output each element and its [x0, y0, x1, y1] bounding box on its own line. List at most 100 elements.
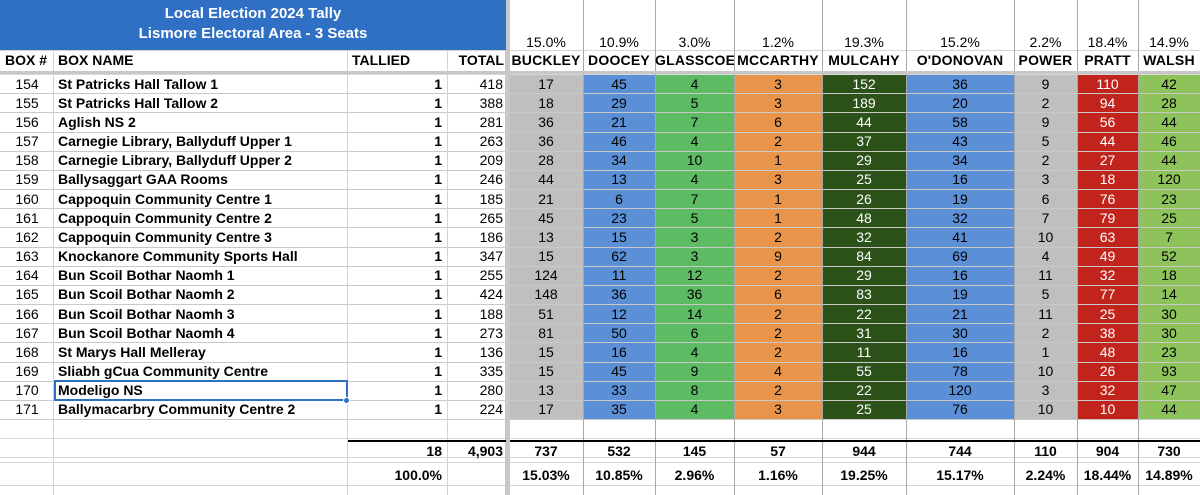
candidate-total: 944: [852, 443, 876, 459]
box-name-cell[interactable]: Ballysaggart GAA Rooms: [58, 171, 228, 188]
vote-cell: 17: [538, 75, 554, 92]
box-name-cell[interactable]: Bun Scoil Bothar Naomh 4: [58, 324, 235, 341]
vote-cell: 46: [611, 133, 627, 149]
total-cell: 280: [479, 382, 503, 399]
tallied-cell: 1: [434, 228, 442, 245]
grid-line: [0, 419, 1200, 420]
vote-cell: 29: [856, 267, 872, 284]
vote-cell: 36: [611, 286, 627, 303]
vote-cell: 28: [1161, 94, 1177, 111]
grid-line: [0, 170, 1200, 171]
tallied-cell: 1: [434, 94, 442, 111]
vote-cell: 9: [690, 363, 699, 380]
vote-cell: 20: [952, 94, 968, 111]
header-box-no: BOX #: [4, 52, 47, 68]
candidate-column-band: [1138, 74, 1200, 420]
candidate-final-pct: 1.16%: [758, 467, 798, 483]
vote-cell: 49: [1099, 248, 1116, 265]
box-name-cell[interactable]: Cappoquin Community Centre 3: [58, 228, 272, 245]
candidate-final-pct: 15.17%: [936, 467, 984, 483]
box-number-cell: 157: [15, 133, 39, 149]
candidate-name-header: POWER: [1018, 52, 1073, 68]
candidate-final-pct: 2.96%: [674, 467, 715, 483]
vote-cell: 76: [1099, 190, 1116, 207]
candidate-column-band: [734, 74, 822, 420]
grid-line: [0, 151, 1200, 152]
vote-cell: 2: [774, 343, 782, 360]
total-cell: 347: [479, 248, 503, 265]
vote-cell: 44: [538, 171, 554, 188]
vote-cell: 47: [1161, 382, 1177, 399]
vote-cell: 2: [774, 133, 782, 149]
candidate-column-band: [655, 74, 734, 420]
vote-cell: 34: [611, 152, 627, 169]
vote-cell: 10: [1037, 363, 1054, 380]
vote-cell: 78: [952, 363, 968, 380]
vote-cell: 46: [1161, 133, 1177, 149]
box-name-cell[interactable]: Bun Scoil Bothar Naomh 1: [58, 267, 235, 284]
box-name-cell[interactable]: Knockanore Community Sports Hall: [58, 248, 298, 265]
vote-cell: 16: [952, 171, 968, 188]
box-number-cell: 154: [15, 75, 39, 92]
vote-cell: 18: [1161, 267, 1177, 284]
box-name-cell[interactable]: Aglish NS 2: [58, 113, 136, 130]
vote-cell: 5: [690, 209, 699, 226]
vote-cell: 25: [856, 171, 872, 188]
tallied-cell: 1: [434, 248, 442, 265]
box-name-cell[interactable]: Bun Scoil Bothar Naomh 3: [58, 305, 235, 322]
candidate-name-header: O'DONOVAN: [916, 52, 1004, 68]
vote-cell: 3: [774, 401, 782, 418]
vote-cell: 3: [1041, 382, 1050, 399]
box-name-cell[interactable]: Cappoquin Community Centre 2: [58, 209, 272, 226]
box-name-cell[interactable]: Carnegie Library, Ballyduff Upper 2: [58, 152, 292, 169]
header-total: TOTAL: [458, 52, 504, 68]
box-name-cell[interactable]: Modeligo NS: [58, 382, 143, 399]
total-cell: 136: [479, 343, 503, 360]
total-cell: 281: [479, 113, 503, 130]
candidate-pct-header: 1.2%: [762, 34, 794, 50]
vote-cell: 27: [1099, 152, 1116, 169]
vote-cell: 11: [856, 343, 872, 360]
vote-cell: 48: [1099, 343, 1116, 360]
box-name-cell[interactable]: St Patricks Hall Tallow 1: [58, 75, 219, 92]
vote-cell: 10: [686, 152, 703, 169]
grid-line: [0, 381, 1200, 382]
grid-line: [0, 285, 1200, 286]
box-number-cell: 164: [15, 267, 39, 284]
box-name-cell[interactable]: Sliabh gCua Community Centre: [58, 363, 269, 380]
vote-cell: 44: [1161, 113, 1177, 130]
candidate-pct-header: 18.4%: [1087, 34, 1128, 50]
vote-cell: 4: [690, 171, 699, 188]
vote-cell: 14: [686, 305, 703, 322]
grid-line: [0, 457, 1200, 458]
vote-cell: 12: [611, 305, 627, 322]
box-name-cell[interactable]: Cappoquin Community Centre 1: [58, 190, 272, 207]
vote-cell: 9: [1041, 113, 1050, 130]
freeze-pane-line: [0, 71, 1200, 74]
grid-line: [822, 0, 823, 495]
box-number-cell: 161: [15, 209, 39, 226]
vote-cell: 62: [611, 248, 627, 265]
vote-cell: 52: [1161, 248, 1177, 265]
box-name-cell[interactable]: Carnegie Library, Ballyduff Upper 1: [58, 133, 292, 149]
vote-cell: 3: [774, 94, 782, 111]
grid-line: [0, 304, 1200, 305]
box-number-cell: 155: [15, 94, 39, 111]
vote-cell: 2: [1041, 94, 1050, 111]
vote-cell: 44: [1161, 401, 1177, 418]
fill-handle[interactable]: [343, 397, 350, 404]
vote-cell: 6: [615, 190, 623, 207]
vote-cell: 2: [1041, 152, 1050, 169]
vote-cell: 28: [538, 152, 554, 169]
vote-cell: 10: [1099, 401, 1116, 418]
vote-cell: 36: [538, 133, 554, 149]
vote-cell: 32: [952, 209, 968, 226]
box-name-cell[interactable]: St Patricks Hall Tallow 2: [58, 94, 219, 111]
box-name-cell[interactable]: Ballymacarbry Community Centre 2: [58, 401, 296, 418]
box-name-cell[interactable]: Bun Scoil Bothar Naomh 2: [58, 286, 235, 303]
vote-cell: 36: [952, 75, 968, 92]
box-number-cell: 163: [15, 248, 39, 265]
box-name-cell[interactable]: St Marys Hall Melleray: [58, 343, 206, 360]
selected-cell-highlight[interactable]: [54, 380, 348, 401]
vote-cell: 11: [611, 267, 627, 284]
